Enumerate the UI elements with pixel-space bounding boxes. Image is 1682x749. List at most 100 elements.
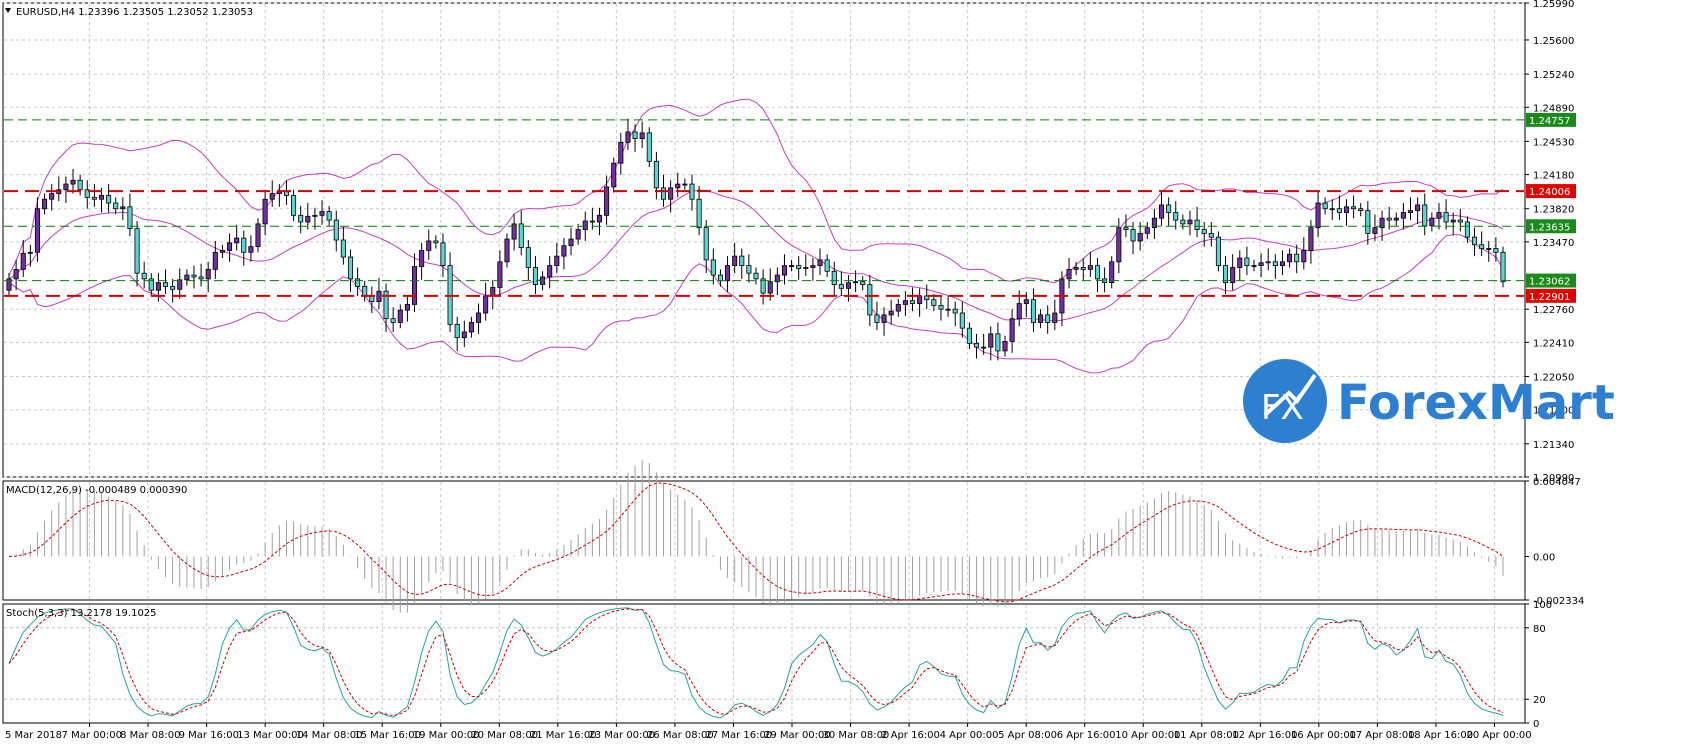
macd-signal-line xyxy=(8,482,1504,603)
candle xyxy=(70,179,76,185)
candle xyxy=(205,268,211,280)
candle xyxy=(1329,208,1335,211)
trend-arrow-icon xyxy=(1263,373,1317,417)
time-tick-label: 6 Apr 16:00 xyxy=(1057,730,1116,741)
candle xyxy=(497,261,503,288)
candle xyxy=(1464,221,1470,238)
candle xyxy=(739,255,745,266)
time-tick-label: 5 Apr 08:00 xyxy=(998,730,1057,741)
time-tick-label: 20 Apr 00:00 xyxy=(1466,730,1531,741)
candle xyxy=(461,331,467,339)
candle xyxy=(504,238,510,263)
candle xyxy=(1429,217,1435,227)
candle xyxy=(789,265,795,267)
time-tick-label: 8 Mar 08:00 xyxy=(120,730,180,741)
time-tick-label: 4 Apr 00:00 xyxy=(940,730,999,741)
candle xyxy=(717,274,723,282)
candle xyxy=(732,255,738,266)
time-tick-label: 29 Mar 00:00 xyxy=(764,730,831,741)
forexmart-logo-icon xyxy=(1243,359,1327,443)
price-tick-label: 1.22760 xyxy=(1533,305,1574,316)
time-tick-label: 13 Mar 00:00 xyxy=(237,730,304,741)
candle xyxy=(1365,210,1371,234)
candle xyxy=(1137,232,1143,242)
logo-letters: FX xyxy=(1261,388,1304,428)
candle xyxy=(1002,341,1008,352)
level-price-tag xyxy=(1526,184,1576,199)
price-tick-label: 1.24530 xyxy=(1533,137,1574,148)
candle xyxy=(604,186,610,216)
candle xyxy=(596,214,603,223)
candle xyxy=(1030,299,1036,323)
candle xyxy=(561,245,567,257)
candle xyxy=(440,242,446,266)
candle xyxy=(938,305,944,310)
price-tick-label: 1.21340 xyxy=(1533,440,1574,451)
dropdown-triangle-icon[interactable] xyxy=(5,8,11,13)
time-tick-label: 10 Apr 00:00 xyxy=(1115,730,1180,741)
candle xyxy=(1187,219,1193,225)
candle xyxy=(625,131,631,143)
candle xyxy=(618,141,624,164)
macd-tick-label: -0.002334 xyxy=(1533,596,1584,607)
candle xyxy=(347,256,354,280)
candle xyxy=(902,300,908,305)
candle xyxy=(426,240,432,251)
candle xyxy=(419,250,425,267)
candle xyxy=(710,259,716,276)
candle xyxy=(796,265,802,269)
candle xyxy=(924,295,930,301)
time-tick-label: 17 Apr 08:00 xyxy=(1349,730,1414,741)
candle xyxy=(1372,227,1378,234)
candle xyxy=(824,259,830,272)
price-tick-label: 1.23820 xyxy=(1533,205,1574,216)
candle xyxy=(106,195,112,204)
candle xyxy=(184,274,190,281)
candle xyxy=(1066,268,1072,280)
candle xyxy=(554,255,560,266)
candle xyxy=(611,162,617,188)
candle xyxy=(1151,217,1157,229)
candle xyxy=(931,299,937,306)
candle xyxy=(575,229,581,240)
candle xyxy=(1493,248,1499,253)
candle xyxy=(234,237,240,244)
candle xyxy=(909,300,916,304)
level-price-tag xyxy=(1526,273,1576,288)
candle xyxy=(148,278,154,291)
candle xyxy=(981,346,987,349)
candle xyxy=(6,278,12,291)
candle xyxy=(995,333,1001,352)
candle xyxy=(675,183,681,189)
candle xyxy=(639,132,645,139)
candle xyxy=(1479,244,1485,249)
time-tick-label: 21 Mar 16:00 xyxy=(530,730,597,741)
candle xyxy=(1472,236,1478,246)
level-price-label: 1.23062 xyxy=(1529,277,1570,288)
candle xyxy=(888,310,894,316)
candle xyxy=(1308,227,1314,251)
candle xyxy=(959,312,965,329)
time-tick-label: 9 Mar 16:00 xyxy=(179,730,239,741)
macd-label: MACD(12,26,9) -0.000489 0.000390 xyxy=(6,485,187,496)
candle xyxy=(525,247,531,268)
stoch-tick-label: 100 xyxy=(1533,600,1552,611)
candle xyxy=(867,284,873,316)
candle xyxy=(760,278,766,294)
candle xyxy=(219,250,225,253)
candle xyxy=(1500,251,1506,283)
candle xyxy=(77,179,83,191)
candle xyxy=(1336,208,1342,213)
candle xyxy=(49,193,55,200)
time-tick-label: 16 Apr 00:00 xyxy=(1291,730,1356,741)
candle xyxy=(1400,212,1406,219)
candle xyxy=(13,268,19,280)
candle xyxy=(340,239,346,258)
candle xyxy=(298,214,304,223)
stoch-tick-label: 80 xyxy=(1533,624,1546,635)
candle xyxy=(682,183,688,186)
candle xyxy=(1450,219,1456,223)
candle xyxy=(1265,261,1271,264)
stoch-label: Stoch(5,3,3) 13.2178 19.1025 xyxy=(6,608,157,619)
